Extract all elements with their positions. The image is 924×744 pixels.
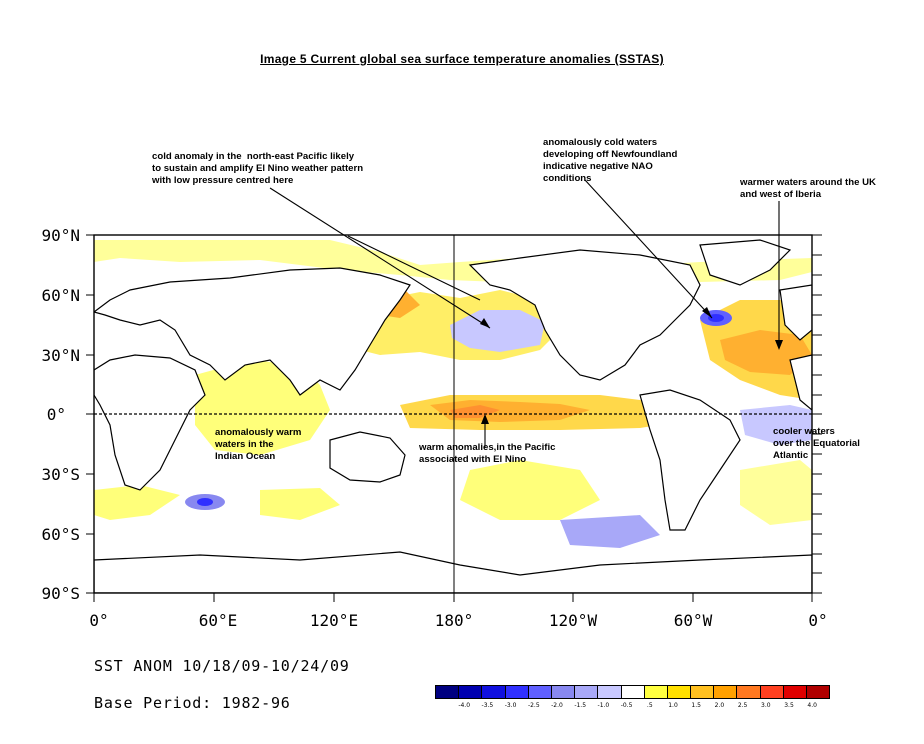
anomaly-field <box>94 235 812 593</box>
lat-label: 60°S <box>41 525 80 544</box>
map-title: Image 5 Current global sea surface tempe… <box>260 52 664 66</box>
legend-tick-label: -2.5 <box>527 702 540 709</box>
lon-label: 120°E <box>310 611 358 630</box>
lon-label: 60°E <box>199 611 238 630</box>
annotation-newfoundland: anomalously cold waters developing off N… <box>543 137 678 184</box>
annotation-atlantic-cool: cooler waters over the Equatorial Atlant… <box>773 426 860 461</box>
base-period-label: Base Period: 1982-96 <box>94 694 291 712</box>
legend-tick-label: -1.0 <box>597 702 610 709</box>
latitude-labels: 90°N 60°N 30°N 0° 30°S 60°S 90°S <box>41 226 80 603</box>
legend-tick-label: -0.5 <box>620 702 633 709</box>
legend-swatch <box>574 685 599 699</box>
legend-tick-label: .5 <box>646 702 653 709</box>
legend-tick-label: -4.0 <box>458 702 471 709</box>
legend-swatch <box>550 685 576 699</box>
annotation-ne-pacific: cold anomaly in the north-east Pacific l… <box>152 151 364 186</box>
legend-tick-label: 3.0 <box>761 702 771 709</box>
legend-tick-label: 1.5 <box>691 702 701 709</box>
axis-ticks <box>86 234 822 602</box>
continents <box>94 239 812 593</box>
legend-tick-label: -1.5 <box>574 702 587 709</box>
annotation-uk-iberia: warmer waters around the UK and west of … <box>740 177 876 200</box>
longitude-labels: 0° 60°E 120°E 180° 120°W 60°W 0° <box>89 611 827 630</box>
legend-swatch <box>527 685 552 699</box>
legend-swatch <box>666 685 692 699</box>
legend-swatch <box>690 685 715 699</box>
legend-tick-label: -3.5 <box>481 702 494 709</box>
lat-label: 30°S <box>41 465 80 484</box>
legend-swatch <box>713 685 738 699</box>
legend-tick-label: 2.5 <box>737 702 748 709</box>
color-legend <box>435 685 831 699</box>
legend-tick-label: -2.0 <box>551 702 563 709</box>
arrow-heads <box>480 307 783 424</box>
lat-label: 0° <box>47 405 66 424</box>
legend-tick-label: 4.0 <box>807 702 817 709</box>
legend-swatch <box>782 685 807 699</box>
south-pacific-warm <box>460 460 600 520</box>
legend-tick-label: 2.0 <box>714 702 725 709</box>
lat-label: 30°N <box>41 346 80 365</box>
legend-swatch <box>458 685 483 699</box>
legend-swatch <box>620 685 645 699</box>
annotation-arrows <box>269 179 780 448</box>
annotation-indian-ocean: anomalously warm waters in the Indian Oc… <box>215 427 302 462</box>
legend-swatch <box>736 685 761 699</box>
lon-label: 60°W <box>674 611 713 630</box>
legend-tick-label: 1.0 <box>668 702 678 709</box>
lat-label: 60°N <box>41 286 80 305</box>
equatorial-atlantic-cool <box>740 405 812 445</box>
legend-swatch <box>597 685 622 699</box>
lon-label: 120°W <box>549 611 598 630</box>
lon-label: 0° <box>808 611 827 630</box>
legend-swatch <box>806 685 831 699</box>
lon-label: 0° <box>89 611 108 630</box>
legend-swatch <box>481 685 506 699</box>
lon-label: 180° <box>435 611 474 630</box>
legend-swatch <box>504 685 529 699</box>
color-legend-labels: -4.0 -3.5 -3.0 -2.5 -2.0 -1.5 -1.0 -0.5 .5 1.0 1.5… <box>435 702 825 712</box>
legend-tick-label: -3.0 <box>504 702 517 709</box>
lat-label: 90°N <box>41 226 80 245</box>
legend-tick-label: 3.5 <box>784 702 794 709</box>
annotation-pacific-warm: warm anomalies,in the Pacific associated… <box>419 442 556 465</box>
lat-label: 90°S <box>41 584 80 603</box>
anomaly-period-label: SST ANOM 10/18/09-10/24/09 <box>94 657 350 675</box>
legend-swatch <box>643 685 668 699</box>
legend-swatch <box>435 685 460 699</box>
ne-pacific-cold <box>450 310 545 352</box>
legend-swatch <box>759 685 784 699</box>
